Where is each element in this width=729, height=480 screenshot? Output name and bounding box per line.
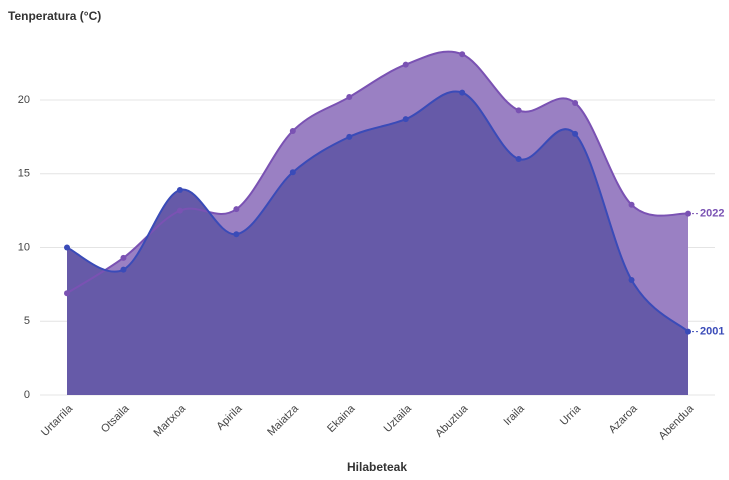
x-tick-label: Urria: [558, 402, 584, 428]
series-label: 2022: [700, 207, 724, 219]
x-tick-label: Abendua: [657, 402, 697, 442]
x-tick-label: Abuztua: [433, 402, 471, 440]
point: [289, 127, 296, 134]
point: [120, 266, 127, 273]
point: [459, 51, 466, 58]
x-tick-label: Apirila: [214, 402, 245, 433]
y-tick-label: 0: [24, 389, 30, 401]
point: [233, 206, 240, 213]
point: [289, 169, 296, 176]
x-tick-label: Uztaila: [382, 402, 415, 435]
point: [459, 89, 466, 96]
point: [176, 186, 183, 193]
y-tick-label: 10: [18, 241, 30, 253]
y-tick-label: 20: [18, 94, 30, 106]
point: [515, 107, 522, 114]
point: [572, 130, 579, 137]
point: [402, 61, 409, 68]
area: [67, 91, 688, 395]
point: [515, 156, 522, 162]
point: [64, 290, 70, 297]
y-tick-label: 15: [18, 168, 30, 180]
line: [66, 90, 689, 333]
x-tick-label: Martxoa: [151, 402, 188, 439]
x-tick-label: Iraila: [501, 402, 527, 428]
point: [685, 328, 691, 335]
point: [628, 276, 635, 283]
point: [685, 210, 691, 217]
x-axis-title: Hilabeteak: [347, 460, 407, 474]
x-tick-label: Ekaina: [325, 402, 358, 435]
series-label: 2001: [700, 325, 724, 337]
x-tick-label: Otsaila: [99, 402, 132, 435]
point: [402, 116, 409, 123]
x-tick-label: Azaroa: [607, 402, 641, 436]
point: [628, 201, 635, 208]
x-tick-label: Urtarrila: [39, 402, 76, 439]
x-tick-label: Maiatza: [265, 402, 301, 438]
point: [572, 99, 579, 106]
y-axis-title: Tenperatura (°C): [8, 9, 101, 23]
y-tick-label: 5: [24, 315, 30, 327]
point: [346, 133, 353, 140]
point: [346, 94, 353, 101]
point: [120, 254, 127, 261]
point: [64, 244, 70, 251]
point: [233, 231, 240, 238]
point: [176, 207, 183, 214]
